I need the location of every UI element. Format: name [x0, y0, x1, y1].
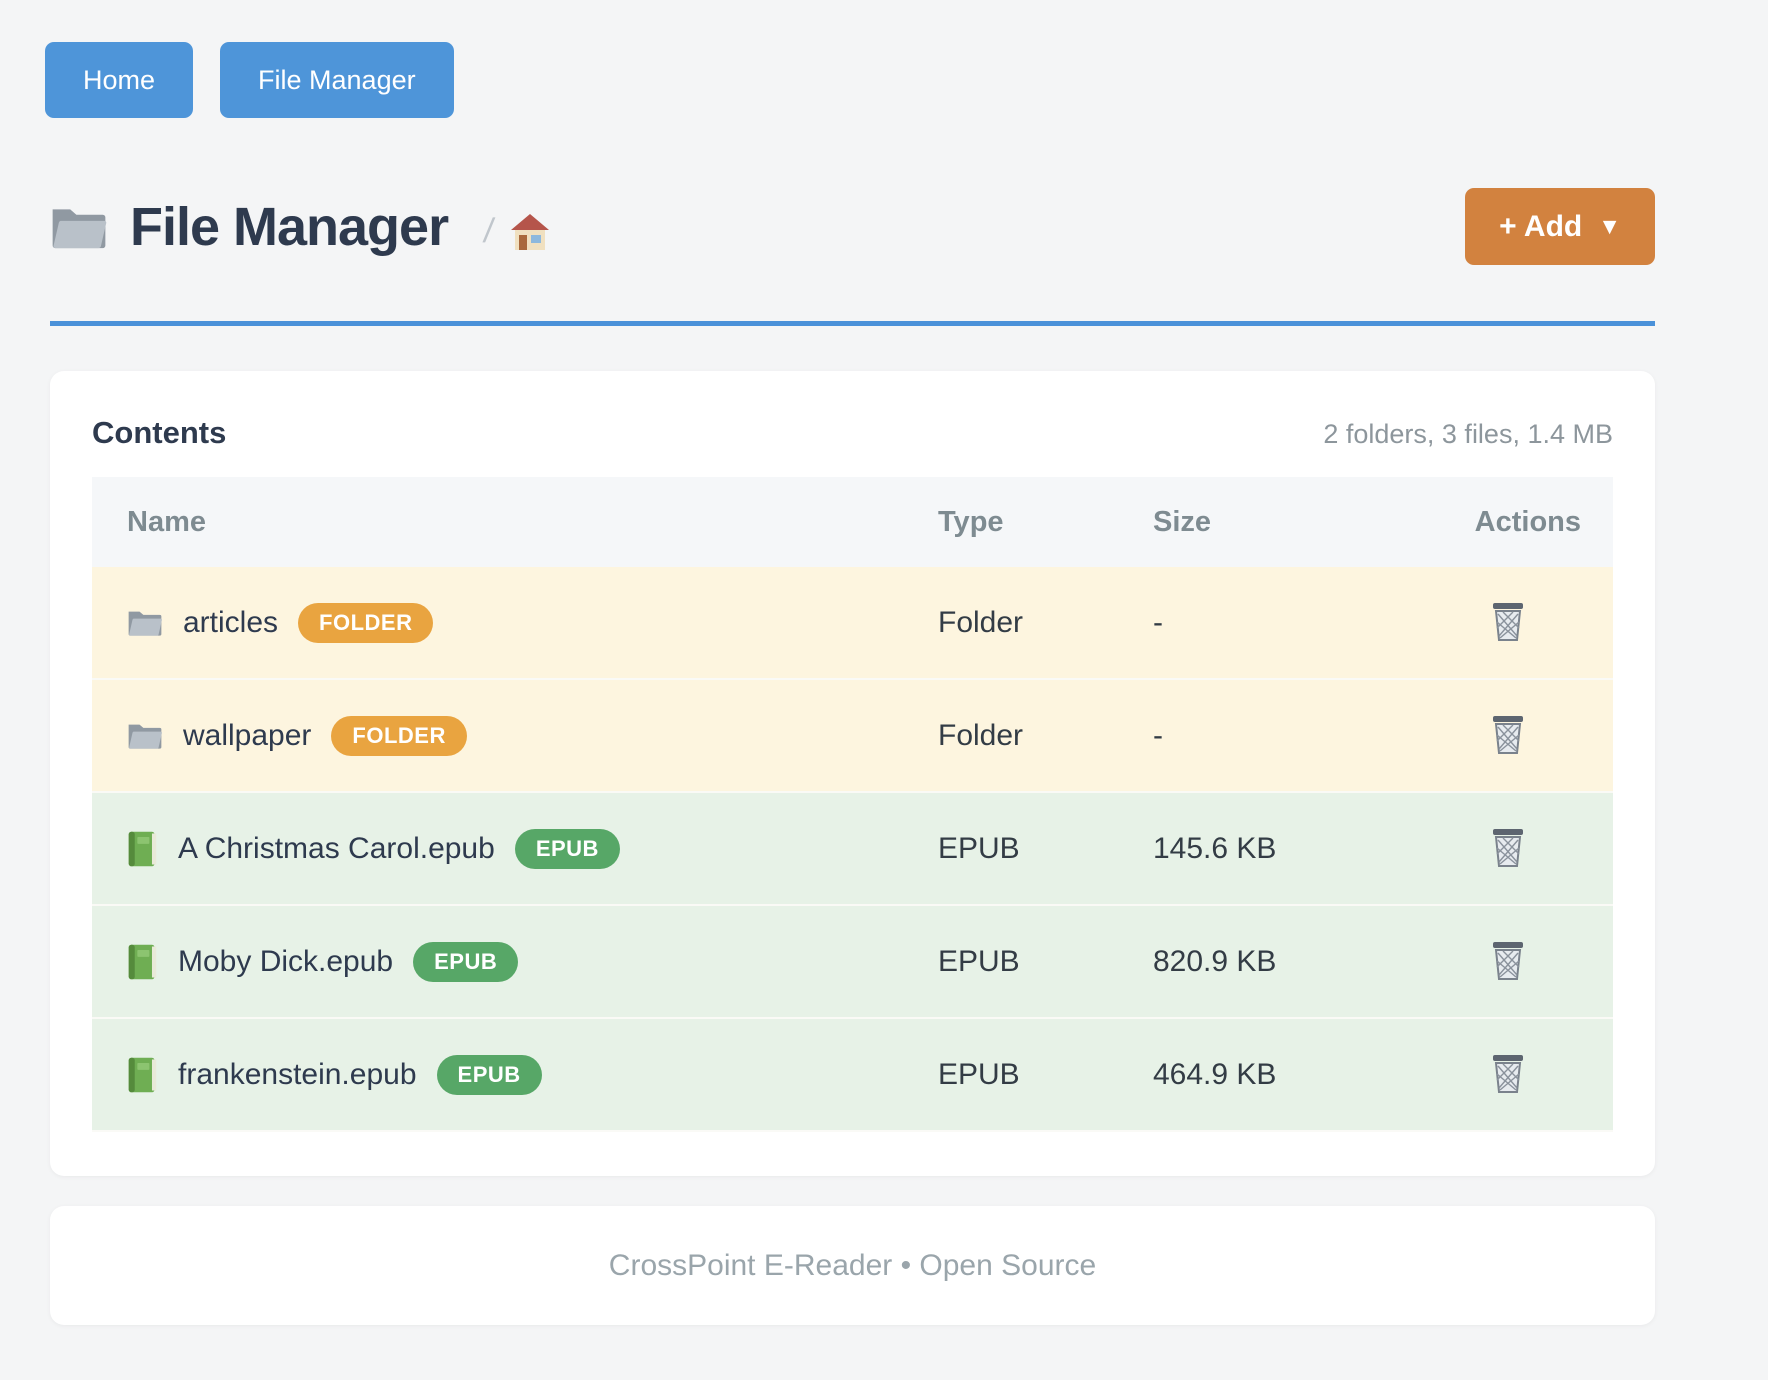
delete-button[interactable] [1486, 935, 1530, 988]
table-row[interactable]: A Christmas Carol.epub EPUB EPUB 145.6 K… [92, 793, 1613, 906]
file-name[interactable]: wallpaper [183, 718, 312, 752]
footer: CrossPoint E-Reader • Open Source [50, 1206, 1655, 1325]
file-table: Name Type Size Actions articles FOLDER F… [92, 477, 1613, 1132]
column-header-size: Size [1153, 505, 1212, 538]
type-cell: EPUB [938, 1057, 1020, 1091]
size-cell: 820.9 KB [1153, 944, 1277, 978]
folder-icon [50, 202, 108, 252]
house-icon[interactable] [510, 212, 550, 252]
name-cell: wallpaper FOLDER [92, 715, 938, 756]
contents-card: Contents 2 folders, 3 files, 1.4 MB Name… [50, 371, 1655, 1176]
table-header: Name Type Size Actions [92, 477, 1613, 567]
table-body: articles FOLDER Folder - wallpaper FOLDE… [92, 567, 1613, 1132]
top-nav: Home File Manager [45, 0, 1768, 118]
trash-icon [1490, 939, 1526, 981]
page-title: File Manager [130, 196, 449, 257]
contents-summary: 2 folders, 3 files, 1.4 MB [1323, 419, 1613, 449]
file-name[interactable]: Moby Dick.epub [178, 944, 394, 978]
name-cell: A Christmas Carol.epub EPUB [92, 828, 938, 869]
trash-icon [1490, 713, 1526, 755]
delete-button[interactable] [1486, 596, 1530, 649]
delete-button[interactable] [1486, 1048, 1530, 1101]
size-cell: 464.9 KB [1153, 1057, 1277, 1091]
name-cell: articles FOLDER [92, 602, 938, 643]
column-header-actions: Actions [1474, 505, 1581, 538]
name-cell: Moby Dick.epub EPUB [92, 941, 938, 982]
folder-icon [127, 607, 163, 638]
type-cell: EPUB [938, 944, 1020, 978]
type-cell: Folder [938, 605, 1024, 639]
page-header: File Manager / + Add ▼ [50, 188, 1655, 326]
nav-file-manager-button[interactable]: File Manager [220, 42, 454, 118]
table-row[interactable]: Moby Dick.epub EPUB EPUB 820.9 KB [92, 906, 1613, 1019]
trash-icon [1490, 1052, 1526, 1094]
add-button-label: + Add [1499, 209, 1583, 243]
breadcrumb: / [481, 212, 550, 252]
footer-text: CrossPoint E-Reader • Open Source [608, 1248, 1097, 1282]
trash-icon [1490, 826, 1526, 868]
add-button[interactable]: + Add ▼ [1465, 188, 1655, 265]
nav-home-button[interactable]: Home [45, 42, 194, 118]
type-badge: EPUB [436, 1054, 542, 1095]
column-header-name: Name [127, 505, 206, 538]
type-cell: EPUB [938, 831, 1020, 865]
table-row[interactable]: articles FOLDER Folder - [92, 567, 1613, 680]
file-name[interactable]: articles [183, 605, 279, 639]
table-row[interactable]: wallpaper FOLDER Folder - [92, 680, 1613, 793]
type-badge: EPUB [514, 828, 620, 869]
column-header-type: Type [938, 505, 1004, 538]
type-cell: Folder [938, 718, 1024, 752]
delete-button[interactable] [1486, 709, 1530, 762]
type-badge: EPUB [413, 941, 519, 982]
table-row[interactable]: frankenstein.epub EPUB EPUB 464.9 KB [92, 1019, 1613, 1132]
type-badge: FOLDER [298, 602, 434, 643]
card-title: Contents [92, 415, 227, 450]
size-cell: - [1153, 718, 1163, 752]
size-cell: - [1153, 605, 1163, 639]
file-name[interactable]: A Christmas Carol.epub [178, 831, 495, 865]
trash-icon [1490, 600, 1526, 642]
folder-icon [127, 720, 163, 751]
chevron-down-icon: ▼ [1598, 213, 1621, 239]
book-icon [127, 1055, 158, 1095]
file-name[interactable]: frankenstein.epub [178, 1057, 417, 1091]
delete-button[interactable] [1486, 822, 1530, 875]
type-badge: FOLDER [331, 715, 467, 756]
name-cell: frankenstein.epub EPUB [92, 1054, 938, 1095]
book-icon [127, 829, 158, 869]
breadcrumb-separator: / [481, 212, 497, 250]
book-icon [127, 942, 158, 982]
size-cell: 145.6 KB [1153, 831, 1277, 865]
